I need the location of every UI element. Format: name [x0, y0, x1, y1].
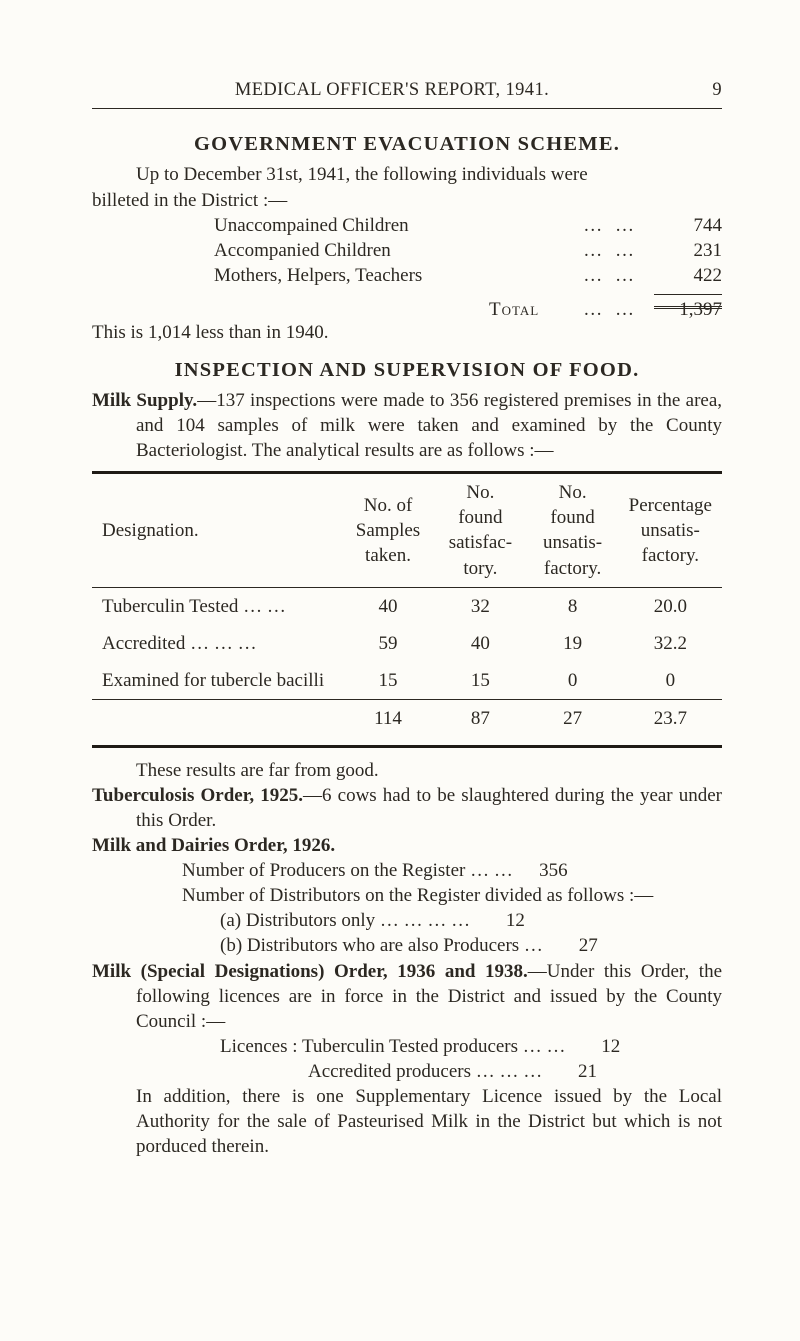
table-cell: Examined for tubercle bacilli — [92, 662, 342, 699]
total-and-note: Total … … 1,397 — [92, 295, 722, 322]
document-page: MEDICAL OFFICER'S REPORT, 1941. 9 GOVERN… — [0, 0, 800, 1341]
page-number: 9 — [692, 78, 722, 102]
table-header: Designation. — [92, 474, 342, 586]
milk-dairies-title: Milk and Dairies Order, 1926. — [92, 833, 722, 858]
list-dots: … … — [579, 238, 642, 263]
distributors-a-label: (a) Distributors only … … … … — [220, 910, 470, 931]
table-cell: 23.7 — [619, 700, 722, 737]
producers-line: Number of Producers on the Register … … … — [182, 858, 722, 883]
table-cell: 40 — [342, 588, 434, 625]
list-item: Mothers, Helpers, Teachers … … 422 — [214, 263, 722, 288]
list-value: 744 — [642, 213, 722, 238]
table-row: Examined for tubercle bacilli 15 15 0 0 — [92, 662, 722, 699]
licences-b: Accredited producers … … … 21 — [308, 1059, 722, 1084]
results-far-from-good: These results are far from good. — [92, 758, 722, 783]
list-label: Accompanied Children — [214, 238, 579, 263]
list-value: 422 — [642, 263, 722, 288]
producers-label: Number of Producers on the Register … … — [182, 860, 513, 881]
table-header: Percentage unsatis-factory. — [619, 474, 722, 586]
table-cell: 87 — [434, 700, 526, 737]
table-cell: Tuberculin Tested … … — [92, 588, 342, 625]
milk-supply-para: Milk Supply.—137 inspections were made t… — [92, 388, 722, 463]
evacuation-list: Unaccompained Children … … 744 Accompani… — [92, 213, 722, 345]
table-header: No. of Samples taken. — [342, 474, 434, 586]
licences-a-value: 12 — [570, 1034, 620, 1059]
running-head: MEDICAL OFFICER'S REPORT, 1941. 9 — [92, 78, 722, 102]
list-value: 231 — [642, 238, 722, 263]
table-cell: 8 — [527, 588, 619, 625]
milk-supply-lead: Milk Supply. — [92, 390, 197, 411]
total-rule-row — [214, 288, 722, 295]
licences-b-label: Accredited producers … … … — [308, 1061, 542, 1082]
running-title: MEDICAL OFFICER'S REPORT, 1941. — [92, 78, 692, 102]
list-item: Unaccompained Children … … 744 — [214, 213, 722, 238]
table-cell: 59 — [342, 625, 434, 662]
table-row: Accredited … … … 59 40 19 32.2 — [92, 625, 722, 662]
after-table-section: These results are far from good. Tubercu… — [92, 758, 722, 1159]
tuberculosis-order-para: Tuberculosis Order, 1925.—6 cows had to … — [92, 783, 722, 833]
table-bottom-rule — [92, 745, 722, 748]
addition-para: In addition, there is one Supplementary … — [92, 1084, 722, 1159]
addition-text: In addition, there is one Supplementary … — [136, 1086, 722, 1157]
table-cell: 20.0 — [619, 588, 722, 625]
table-cell: 15 — [434, 662, 526, 699]
evacuation-note: This is 1,014 less than in 1940. — [92, 320, 722, 345]
table-cell: 32.2 — [619, 625, 722, 662]
total-dots: … … — [579, 297, 642, 322]
table-row: Tuberculin Tested … … 40 32 8 20.0 — [92, 588, 722, 625]
table-cell: 19 — [527, 625, 619, 662]
table-total-row: 114 87 27 23.7 — [92, 700, 722, 737]
table-cell: 40 — [434, 625, 526, 662]
table-cell: 15 — [342, 662, 434, 699]
distributors-b-value: 27 — [548, 933, 598, 958]
header-rule — [92, 108, 722, 109]
total-label: Total — [489, 299, 539, 320]
milk-table: Designation. No. of Samples taken. No. f… — [92, 474, 722, 737]
special-designations-para: Milk (Special Designations) Order, 1936 … — [92, 959, 722, 1034]
table-header-row: Designation. No. of Samples taken. No. f… — [92, 474, 722, 586]
distributors-b-label: (b) Distributors who are also Producers … — [220, 935, 543, 956]
list-item: Accompanied Children … … 231 — [214, 238, 722, 263]
table-cell: Accredited … … … — [92, 625, 342, 662]
total-value: 1,397 — [642, 297, 722, 322]
section-title-inspection: INSPECTION AND SUPERVISION OF FOOD. — [92, 357, 722, 384]
table-cell — [92, 700, 342, 737]
producers-value: 356 — [518, 858, 568, 883]
table-cell: 32 — [434, 588, 526, 625]
evacuation-intro-a: Up to December 31st, 1941, the following… — [92, 162, 722, 187]
distributors-intro: Number of Distributors on the Register d… — [182, 883, 722, 908]
table-cell: 0 — [527, 662, 619, 699]
list-label: Mothers, Helpers, Teachers — [214, 263, 579, 288]
total-row: Total … … 1,397 — [214, 297, 722, 322]
licences-a-label: Licences : Tuberculin Tested producers …… — [220, 1036, 566, 1057]
table-cell: 114 — [342, 700, 434, 737]
list-label: Unaccompained Children — [214, 213, 579, 238]
table-cell: 27 — [527, 700, 619, 737]
distributors-a: (a) Distributors only … … … … 12 — [220, 908, 722, 933]
special-designations-lead: Milk (Special Designations) Order, 1936 … — [92, 961, 528, 982]
licences-a: Licences : Tuberculin Tested producers …… — [220, 1034, 722, 1059]
list-dots: … … — [579, 263, 642, 288]
distributors-a-value: 12 — [475, 908, 525, 933]
tuberculosis-order-lead: Tuberculosis Order, 1925. — [92, 785, 303, 806]
licences-b-value: 21 — [547, 1059, 597, 1084]
table-cell: 0 — [619, 662, 722, 699]
distributors-b: (b) Distributors who are also Producers … — [220, 933, 722, 958]
table-header: No. found satisfac-tory. — [434, 474, 526, 586]
section-title-evacuation: GOVERNMENT EVACUATION SCHEME. — [92, 131, 722, 158]
table-header: No. found unsatis-factory. — [527, 474, 619, 586]
milk-supply-body: —137 inspections were made to 356 regist… — [136, 390, 722, 461]
evacuation-intro-b: billeted in the District :— — [92, 188, 722, 213]
evacuation-note-text: This is 1,014 less than in 1940. — [92, 322, 328, 343]
list-dots: … … — [579, 213, 642, 238]
